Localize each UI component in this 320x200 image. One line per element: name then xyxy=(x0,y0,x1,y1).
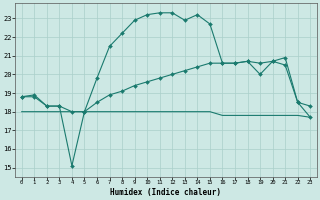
X-axis label: Humidex (Indice chaleur): Humidex (Indice chaleur) xyxy=(110,188,221,197)
